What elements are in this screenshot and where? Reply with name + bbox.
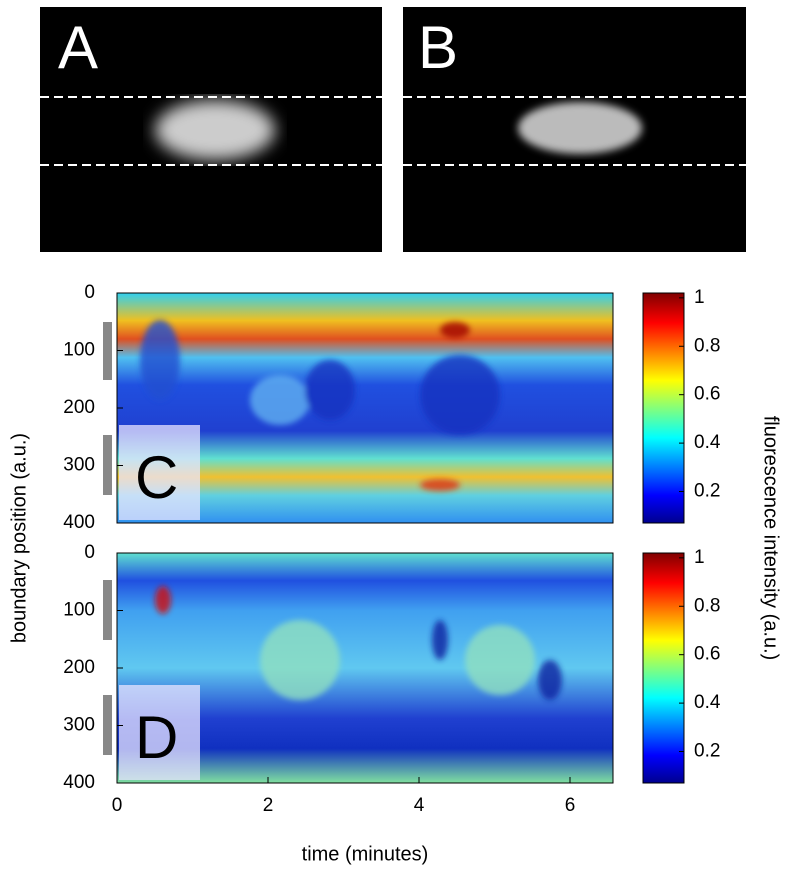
x-axis-label: time (minutes) <box>302 843 429 865</box>
x-tick-label: 2 <box>263 795 274 816</box>
y-tick-label: 0 <box>84 542 95 563</box>
colorbar <box>642 292 685 524</box>
panel-label: B <box>418 14 458 81</box>
grey-bars <box>103 322 112 755</box>
colorbar-tick-label: 0.8 <box>694 335 720 356</box>
colorbar-tick-label: 0.6 <box>694 384 720 405</box>
colorbar-tick-label: 0.2 <box>694 741 720 762</box>
y-axis-label: boundary position (a.u.) <box>8 433 30 643</box>
colorbar-label: fluorescence intensity (a.u.) <box>760 416 782 661</box>
y-tick-label: 300 <box>63 455 95 476</box>
y-tick-label: 200 <box>63 397 95 418</box>
colorbar-tick-label: 1 <box>694 287 705 308</box>
colorbar-tick-label: 0.4 <box>694 692 721 713</box>
colorbar-tick-label: 0.4 <box>694 432 721 453</box>
label-box <box>119 425 200 520</box>
y-tick-label: 200 <box>63 657 95 678</box>
colorbar <box>642 552 685 784</box>
panel-label: C <box>135 444 178 511</box>
colorbar-tick-label: 1 <box>694 547 705 568</box>
colorbar-tick-label: 0.8 <box>694 595 720 616</box>
cell <box>155 100 275 160</box>
y-tick-label: 400 <box>63 772 95 793</box>
colorbar-tick-label: 0.6 <box>694 644 720 665</box>
label-box <box>119 685 200 780</box>
panel-label: A <box>58 14 98 81</box>
y-tick-label: 300 <box>63 715 95 736</box>
x-tick-label: 6 <box>565 795 576 816</box>
y-tick-label: 0 <box>84 282 95 303</box>
colorbar-tick-label: 0.2 <box>694 481 720 502</box>
y-tick-label: 100 <box>63 600 95 621</box>
y-tick-label: 100 <box>63 340 95 361</box>
y-tick-label: 400 <box>63 512 95 533</box>
cell <box>518 102 642 154</box>
heatmap-c <box>117 293 613 523</box>
x-tick-label: 4 <box>414 795 425 816</box>
x-tick-label: 0 <box>112 795 123 816</box>
dashed-lines <box>40 96 746 166</box>
panel-label: D <box>135 704 178 771</box>
